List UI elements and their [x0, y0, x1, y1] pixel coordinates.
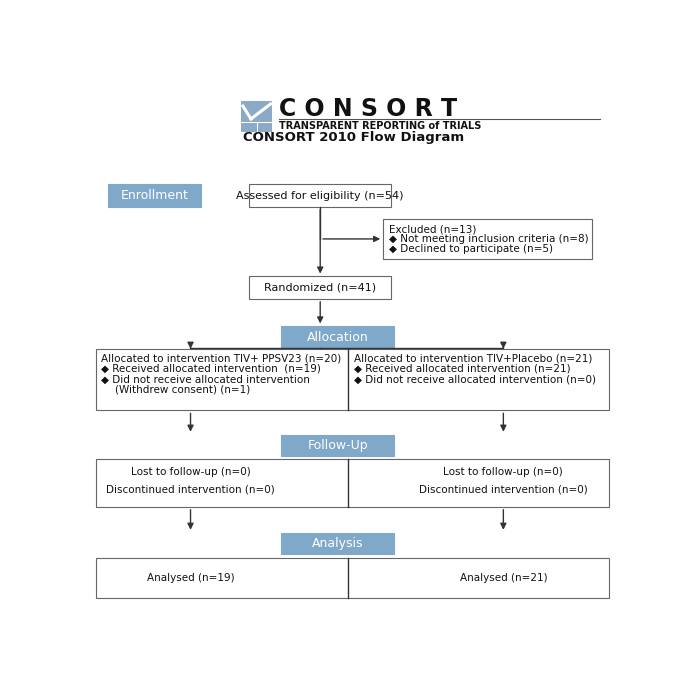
Text: Randomized (n=41): Randomized (n=41)	[264, 283, 376, 293]
FancyBboxPatch shape	[241, 101, 273, 122]
FancyBboxPatch shape	[249, 276, 391, 299]
FancyBboxPatch shape	[282, 434, 394, 456]
Text: Analysed (n=19): Analysed (n=19)	[147, 573, 235, 583]
Text: Assessed for eligibility (n=54): Assessed for eligibility (n=54)	[237, 191, 404, 200]
Text: Analysis: Analysis	[312, 537, 364, 550]
FancyBboxPatch shape	[383, 219, 591, 260]
Text: Lost to follow-up (n=0): Lost to follow-up (n=0)	[130, 467, 250, 477]
Text: ◆ Declined to participate (n=5): ◆ Declined to participate (n=5)	[389, 244, 553, 254]
FancyBboxPatch shape	[96, 459, 609, 507]
Text: ◆ Received allocated intervention (n=21): ◆ Received allocated intervention (n=21)	[353, 364, 570, 374]
Text: Discontinued intervention (n=0): Discontinued intervention (n=0)	[419, 484, 588, 494]
Text: Discontinued intervention (n=0): Discontinued intervention (n=0)	[106, 484, 275, 494]
Text: Excluded (n=13): Excluded (n=13)	[389, 225, 477, 235]
Text: CONSORT 2010 Flow Diagram: CONSORT 2010 Flow Diagram	[243, 131, 464, 143]
FancyBboxPatch shape	[249, 184, 391, 207]
Text: Allocation: Allocation	[307, 331, 368, 344]
Text: Follow-Up: Follow-Up	[307, 438, 368, 452]
FancyBboxPatch shape	[96, 349, 609, 411]
Text: C O N S O R T: C O N S O R T	[279, 97, 457, 121]
Text: Allocated to intervention TIV+ PPSV23 (n=20): Allocated to intervention TIV+ PPSV23 (n…	[101, 353, 342, 363]
Text: Lost to follow-up (n=0): Lost to follow-up (n=0)	[444, 467, 563, 477]
FancyBboxPatch shape	[241, 122, 257, 132]
Text: ◆ Not meeting inclusion criteria (n=8): ◆ Not meeting inclusion criteria (n=8)	[389, 234, 589, 244]
Text: TRANSPARENT REPORTING of TRIALS: TRANSPARENT REPORTING of TRIALS	[279, 121, 481, 132]
Text: ◆ Did not receive allocated intervention (n=0): ◆ Did not receive allocated intervention…	[353, 374, 595, 384]
FancyBboxPatch shape	[96, 557, 609, 598]
Text: ◆ Did not receive allocated intervention: ◆ Did not receive allocated intervention	[101, 374, 310, 384]
Text: ◆ Received allocated intervention  (n=19): ◆ Received allocated intervention (n=19)	[101, 364, 321, 374]
Text: Allocated to intervention TIV+Placebo (n=21): Allocated to intervention TIV+Placebo (n…	[353, 353, 592, 363]
Text: (Withdrew consent) (n=1): (Withdrew consent) (n=1)	[115, 384, 250, 394]
Text: Analysed (n=21): Analysed (n=21)	[460, 573, 547, 583]
FancyBboxPatch shape	[282, 532, 394, 554]
FancyBboxPatch shape	[108, 184, 201, 207]
Text: Enrollment: Enrollment	[121, 189, 188, 202]
FancyBboxPatch shape	[258, 122, 273, 132]
FancyBboxPatch shape	[282, 326, 394, 348]
